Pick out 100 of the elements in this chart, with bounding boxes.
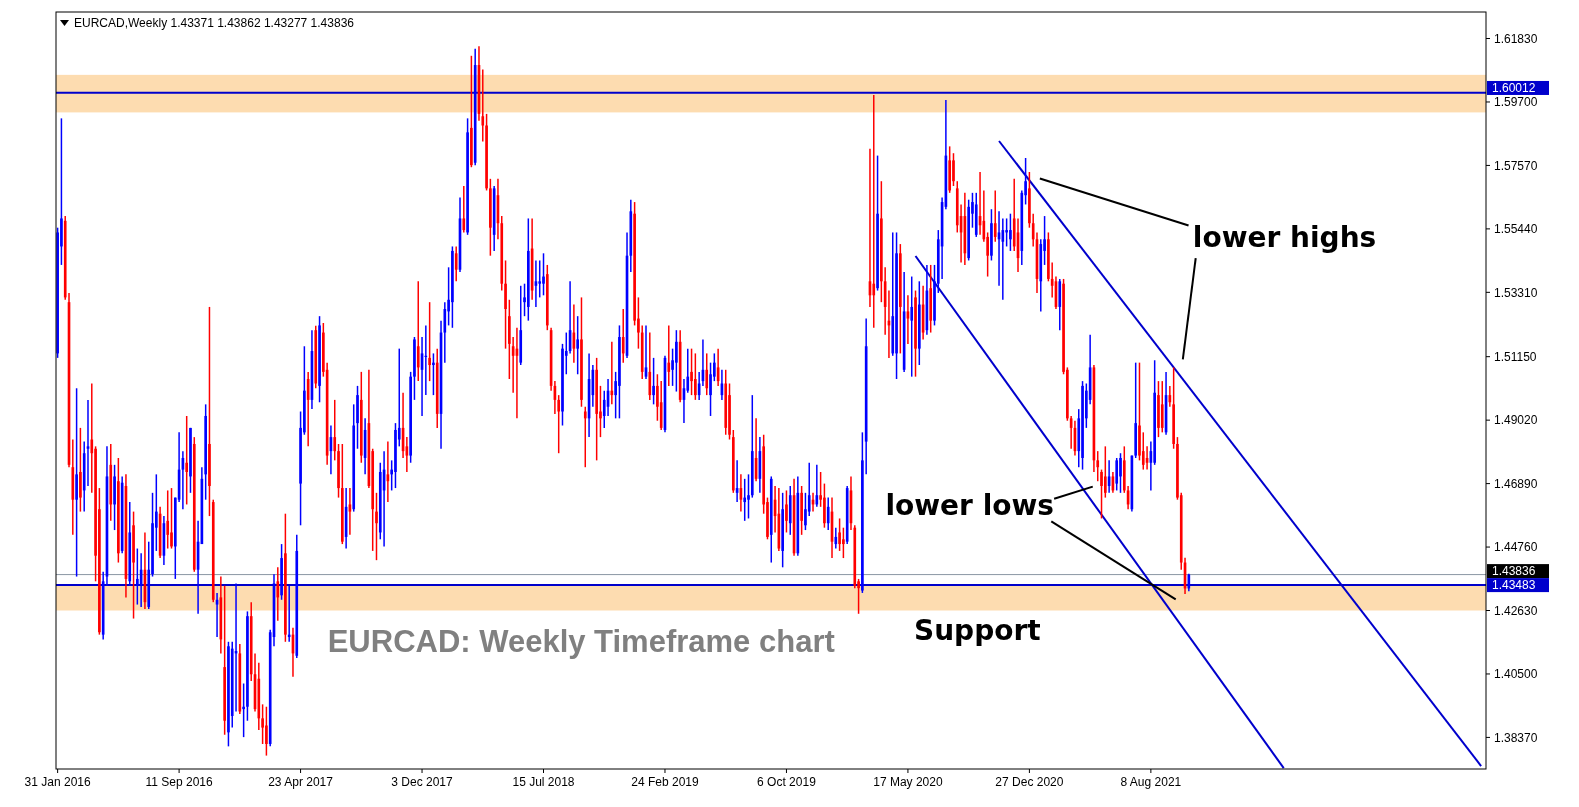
candlestick: [561, 343, 564, 427]
candlestick: [1134, 361, 1138, 459]
ref-line-label: 1.43836: [1492, 564, 1536, 579]
candlestick: [356, 385, 359, 450]
candlestick: [967, 198, 970, 262]
y-tick-label: 1.53310: [1494, 285, 1538, 300]
annotation: EURCAD: Weekly Timeframe chart: [327, 623, 835, 659]
candlestick: [227, 641, 230, 748]
candlestick: [1157, 380, 1160, 438]
candlestick: [834, 526, 838, 550]
candlestick: [185, 415, 189, 506]
candlestick: [276, 566, 280, 622]
candlestick: [413, 336, 416, 401]
candlestick: [542, 252, 545, 297]
y-tick-label: 1.57570: [1494, 158, 1538, 173]
candlestick: [910, 275, 914, 378]
annotation: lower lows: [885, 489, 1055, 523]
candlestick: [1081, 380, 1084, 471]
candlestick: [166, 489, 170, 550]
candlestick: [428, 301, 431, 382]
candlestick: [265, 705, 268, 757]
candlestick: [359, 371, 363, 464]
candlestick: [618, 324, 621, 420]
y-tick-label: 1.46890: [1494, 476, 1538, 491]
candlestick: [917, 280, 921, 366]
candlestick: [318, 315, 321, 404]
candlestick: [242, 682, 245, 738]
candlestick: [136, 547, 139, 606]
candlestick: [287, 585, 291, 643]
x-tick-label: 11 Sep 2016: [145, 775, 214, 789]
candlestick: [648, 331, 652, 401]
candlestick: [333, 399, 337, 462]
y-tick-label: 1.59700: [1494, 95, 1538, 110]
candlestick: [1138, 361, 1141, 462]
candlestick: [576, 315, 580, 376]
candlestick: [838, 517, 841, 552]
candlestick: [899, 243, 902, 355]
y-tick-label: 1.49020: [1494, 413, 1538, 428]
candlestick: [79, 427, 82, 513]
candlestick: [341, 443, 344, 545]
ref-line-label: 1.60012: [1492, 81, 1536, 96]
candlestick: [394, 422, 397, 489]
candlestick: [690, 347, 693, 396]
candlestick: [914, 289, 917, 378]
candlestick: [652, 357, 655, 406]
candlestick: [204, 403, 207, 501]
y-tick-label: 1.51150: [1494, 349, 1537, 364]
candlestick: [747, 473, 750, 520]
chart-title: EURCAD,Weekly 1.43371 1.43862 1.43277 1.43836: [74, 16, 355, 30]
x-tick-label: 8 Aug 2021: [1120, 775, 1182, 789]
y-tick-label: 1.42630: [1494, 603, 1538, 618]
candlestick: [1172, 366, 1175, 450]
candlestick: [527, 217, 530, 322]
candlestick: [990, 208, 993, 262]
candlestick: [466, 117, 469, 236]
candlestick: [337, 443, 340, 499]
candlestick: [208, 306, 211, 517]
x-tick-label: 24 Feb 2019: [631, 775, 699, 789]
candlestick: [284, 512, 287, 643]
candlestick: [246, 610, 249, 722]
candlestick: [781, 492, 784, 569]
candlestick: [728, 382, 731, 441]
candlestick: [1100, 468, 1103, 520]
candlestick: [621, 308, 625, 364]
candlestick: [75, 387, 78, 578]
y-tick-label: 1.38370: [1494, 730, 1538, 745]
candlestick: [432, 352, 435, 396]
y-tick-label: 1.44760: [1494, 540, 1538, 555]
y-tick-label: 1.55440: [1494, 222, 1538, 237]
candlestick: [709, 361, 712, 417]
candlestick: [189, 427, 192, 494]
x-tick-label: 15 Jul 2018: [512, 775, 575, 789]
candlestick: [1103, 445, 1107, 499]
candlestick: [895, 231, 898, 380]
candlestick: [948, 145, 952, 194]
candlestick: [223, 585, 226, 736]
candlestick: [583, 405, 587, 468]
candlestick: [826, 496, 830, 531]
x-tick-label: 17 May 2020: [873, 775, 943, 789]
candlestick: [1160, 380, 1164, 434]
candlestick: [842, 526, 845, 559]
ref-line-label: 1.43483: [1492, 578, 1536, 593]
x-tick-label: 23 Apr 2017: [268, 775, 334, 789]
candlestick: [409, 371, 412, 464]
candlestick: [993, 189, 997, 243]
candlestick: [743, 478, 747, 522]
candlestick: [454, 245, 458, 283]
candlestick: [1005, 217, 1008, 248]
candlestick: [731, 429, 735, 494]
candlestick: [823, 482, 826, 529]
candlestick: [470, 55, 473, 168]
x-tick-label: 6 Oct 2019: [757, 775, 817, 789]
candlestick: [675, 329, 678, 393]
candlestick: [280, 543, 283, 601]
candlestick: [1115, 457, 1119, 492]
candlestick: [489, 178, 492, 257]
candlestick: [785, 489, 788, 534]
candlestick: [1119, 452, 1122, 494]
candlestick: [170, 487, 173, 550]
candlestick: [876, 154, 879, 292]
